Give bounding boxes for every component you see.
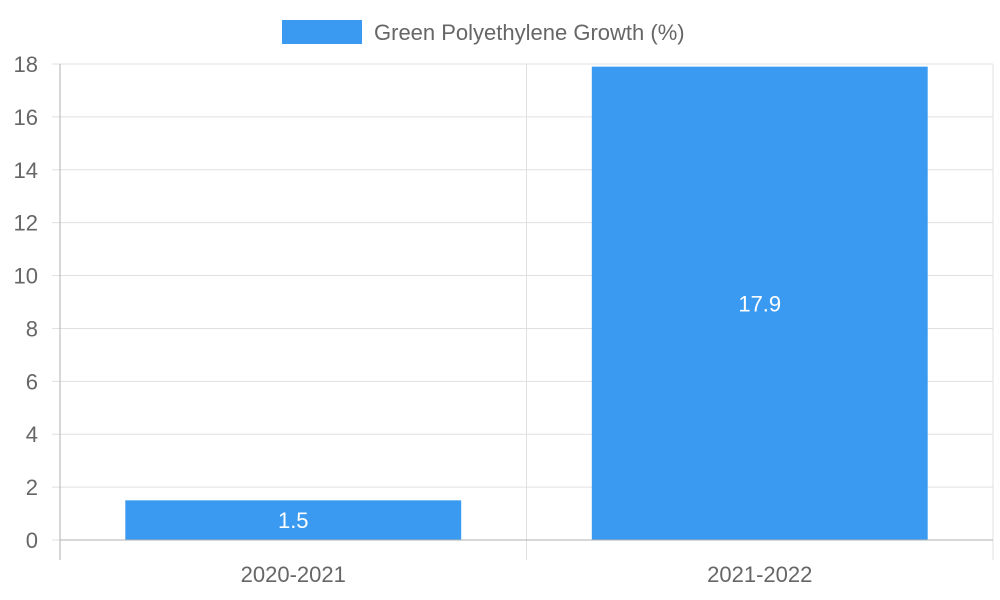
- x-tick-label: 2021-2022: [707, 562, 812, 587]
- legend[interactable]: Green Polyethylene Growth (%): [282, 20, 685, 45]
- legend-label[interactable]: Green Polyethylene Growth (%): [374, 20, 685, 45]
- legend-swatch[interactable]: [282, 20, 362, 44]
- y-tick-label: 16: [14, 105, 38, 130]
- y-tick-label: 14: [14, 158, 38, 183]
- y-tick-label: 18: [14, 52, 38, 77]
- y-tick-label: 8: [26, 316, 38, 341]
- data-label: 17.9: [738, 291, 781, 316]
- y-tick-label: 2: [26, 475, 38, 500]
- grid-layer: [60, 63, 994, 560]
- y-tick-label: 10: [14, 264, 38, 289]
- y-tick-label: 6: [26, 369, 38, 394]
- y-tick-label: 4: [26, 422, 38, 447]
- y-tick-label: 0: [26, 528, 38, 553]
- bar-2020-2021[interactable]: [125, 500, 462, 540]
- bar-2021-2022[interactable]: [591, 66, 928, 541]
- y-tick-label: 12: [14, 211, 38, 236]
- labels-layer: 1.5 17.9: [278, 291, 781, 533]
- x-tick-label: 2020-2021: [241, 562, 346, 587]
- axes-layer: 0 2 4 6 8 10 12 14 16 18 2020-2021 2021-2022: [14, 52, 993, 587]
- bars-layer: [125, 66, 928, 541]
- data-label: 1.5: [278, 508, 309, 533]
